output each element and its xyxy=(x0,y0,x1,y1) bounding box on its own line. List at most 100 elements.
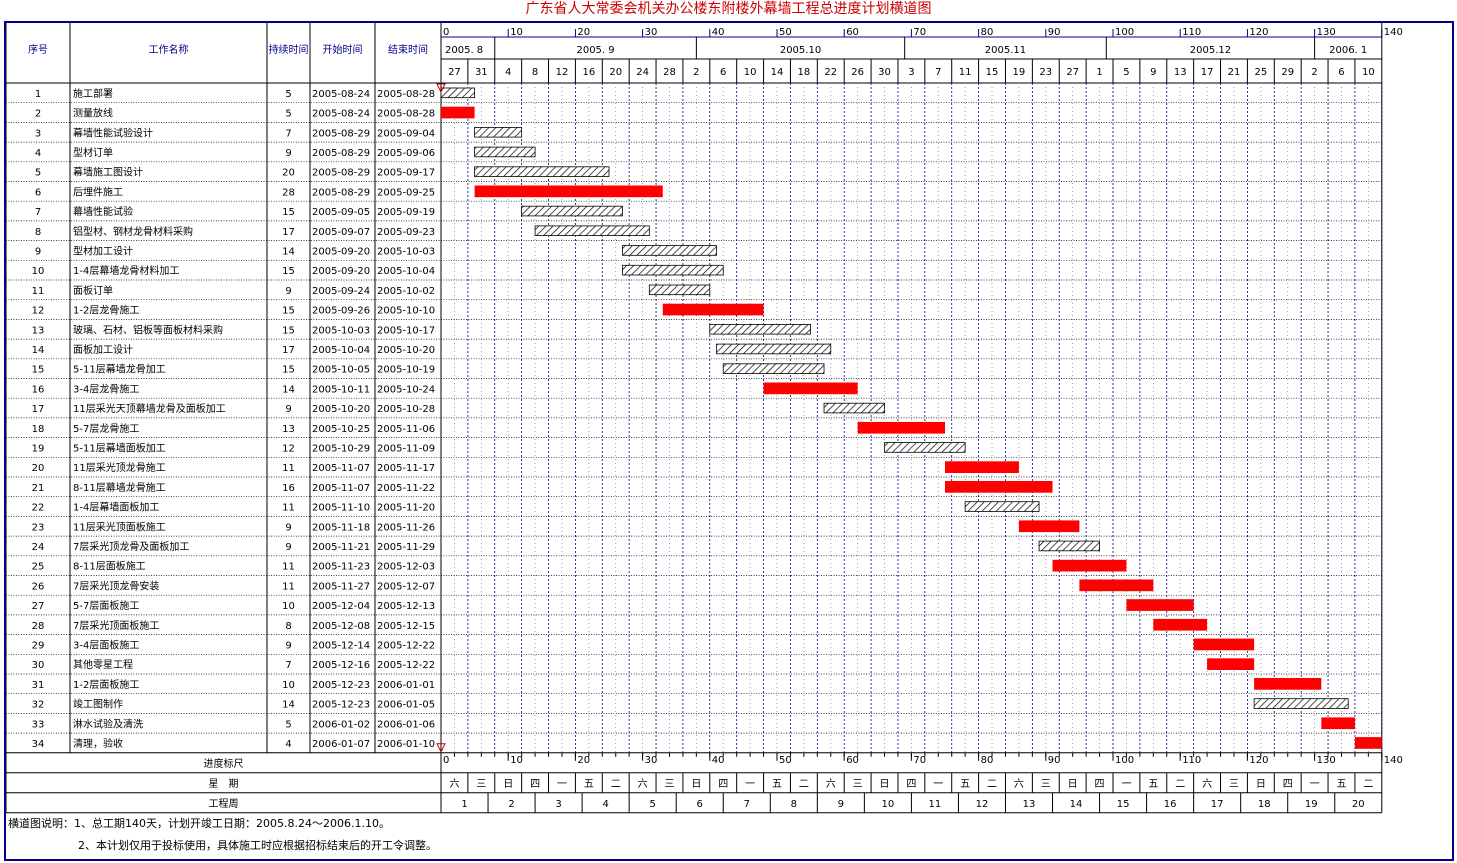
week-number-cell: 20 xyxy=(1352,799,1365,810)
weekday-cell: 六 xyxy=(1014,778,1024,790)
scale-label-bottom: 50 xyxy=(779,755,792,766)
week-number-cell: 4 xyxy=(602,799,608,810)
task-name: 5-7层面板施工 xyxy=(73,599,139,612)
week-number-cell: 2 xyxy=(508,799,514,810)
header-col-2: 持续时间 xyxy=(269,43,309,56)
note-line-2: 2、本计划仅用于投标使用，具体施工时应根据招标结束后的开工令调整。 xyxy=(78,839,437,852)
task-seq: 13 xyxy=(32,325,45,336)
task-duration: 11 xyxy=(282,581,295,592)
task-end: 2005-09-06 xyxy=(377,148,435,159)
start-marker-icon xyxy=(436,83,446,94)
weekday-cell: 三 xyxy=(1041,779,1051,790)
task-start: 2005-10-04 xyxy=(312,345,370,356)
task-name: 测量放线 xyxy=(73,107,113,120)
weekday-cell: 二 xyxy=(1175,779,1185,790)
scale-label-top: 140 xyxy=(1384,27,1403,38)
week-number-cell: 15 xyxy=(1117,799,1130,810)
task-name: 3-4层龙骨施工 xyxy=(73,382,139,395)
task-end: 2005-10-02 xyxy=(377,286,435,297)
task-start: 2005-09-07 xyxy=(312,227,370,238)
task-seq: 28 xyxy=(32,621,45,632)
task-duration: 5 xyxy=(285,89,291,100)
task-name: 型材订单 xyxy=(73,146,113,159)
task-name: 型材加工设计 xyxy=(73,244,133,257)
header-col-1: 工作名称 xyxy=(149,43,189,56)
weekday-cell: 一 xyxy=(933,779,943,790)
task-bar-critical xyxy=(945,461,1019,473)
task-end: 2006-01-10 xyxy=(377,739,435,750)
task-name: 5-7层龙骨施工 xyxy=(73,422,139,435)
day-label: 4 xyxy=(505,67,511,78)
task-seq: 31 xyxy=(32,680,45,691)
task-name: 7层采光顶面板施工 xyxy=(73,619,159,632)
weekday-cell: 二 xyxy=(611,779,621,790)
day-label: 18 xyxy=(798,67,811,78)
weekday-cell: 二 xyxy=(987,779,997,790)
task-end: 2006-01-05 xyxy=(377,700,435,711)
task-end: 2005-10-19 xyxy=(377,365,435,376)
task-end: 2005-11-20 xyxy=(377,503,435,514)
scale-label-bottom: 130 xyxy=(1317,755,1336,766)
gantt-frame: 序号 工作名称 持续时间 开始时间 结束时间 0 10 20 30 40 50 60 70 80 90 100… xyxy=(4,21,1454,861)
day-label: 8 xyxy=(532,67,538,78)
task-bar-normal xyxy=(648,284,711,296)
task-bar-normal xyxy=(521,205,623,217)
week-number-cell: 1 xyxy=(461,799,467,810)
scale-label-bottom: 100 xyxy=(1115,755,1134,766)
task-end: 2005-09-25 xyxy=(377,187,435,198)
month-label: 2005. 8 xyxy=(445,45,483,56)
task-duration: 9 xyxy=(285,404,291,415)
task-name: 11层采光顶龙骨施工 xyxy=(73,461,166,474)
task-duration: 17 xyxy=(282,227,295,238)
task-start: 2005-11-10 xyxy=(312,503,370,514)
day-label: 19 xyxy=(1013,67,1026,78)
task-bar-critical xyxy=(1207,658,1255,670)
task-name: 其他零星工程 xyxy=(73,658,133,671)
day-label: 2 xyxy=(1311,67,1317,78)
scale-label-top: 80 xyxy=(981,27,994,38)
day-label: 28 xyxy=(663,67,676,78)
task-seq: 19 xyxy=(32,443,45,454)
task-start: 2005-12-08 xyxy=(312,621,370,632)
task-duration: 9 xyxy=(285,542,291,553)
task-name: 铝型材、钢材龙骨材料采购 xyxy=(73,225,193,238)
day-label: 9 xyxy=(1150,67,1156,78)
scale-label-top: 20 xyxy=(577,27,590,38)
task-start: 2005-09-26 xyxy=(312,306,370,317)
footer-week-label: 工程周 xyxy=(209,798,239,810)
task-seq: 8 xyxy=(35,227,41,238)
task-end: 2005-11-22 xyxy=(377,483,435,494)
task-bar-normal xyxy=(474,166,610,177)
task-end: 2005-10-28 xyxy=(377,404,435,415)
day-label: 12 xyxy=(556,67,569,78)
task-bar-critical xyxy=(474,185,663,198)
weekday-cell: 二 xyxy=(1363,779,1373,790)
task-seq: 6 xyxy=(35,187,41,198)
task-name: 3-4层面板施工 xyxy=(73,638,139,651)
task-seq: 33 xyxy=(32,719,45,730)
task-name: 11层采光顶面板施工 xyxy=(73,520,166,533)
day-label: 14 xyxy=(771,67,784,78)
day-label: 20 xyxy=(609,67,622,78)
day-label: 23 xyxy=(1039,67,1052,78)
task-duration: 13 xyxy=(282,424,295,435)
task-bar-normal xyxy=(622,245,717,256)
task-bar-normal xyxy=(474,127,523,138)
week-number-cell: 9 xyxy=(838,799,844,810)
task-duration: 11 xyxy=(282,503,295,514)
weekday-cell: 日 xyxy=(880,779,890,790)
weekday-cell: 日 xyxy=(1068,779,1078,790)
task-name: 幕墙性能试验设计 xyxy=(73,126,153,139)
task-seq: 24 xyxy=(32,542,45,553)
task-end: 2005-10-20 xyxy=(377,345,435,356)
weekday-cell: 日 xyxy=(503,779,513,790)
task-seq: 21 xyxy=(32,483,45,494)
scale-label-top: 30 xyxy=(645,27,658,38)
task-start: 2005-12-16 xyxy=(312,660,370,671)
scale-label-top: 70 xyxy=(913,27,926,38)
task-duration: 15 xyxy=(282,266,295,277)
task-seq: 2 xyxy=(35,109,41,120)
task-seq: 4 xyxy=(35,148,41,159)
task-seq: 12 xyxy=(32,306,45,317)
scale-label-top: 100 xyxy=(1115,27,1134,38)
